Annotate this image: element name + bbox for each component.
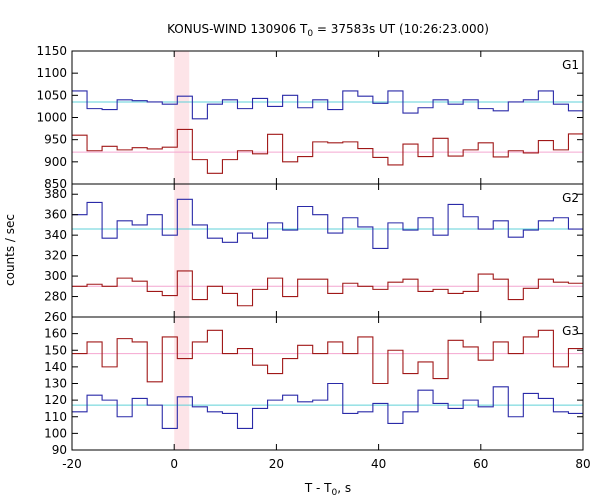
y-tick-label: 850 [44, 177, 67, 191]
y-tick-label: 130 [44, 377, 67, 391]
plot-layer: 8509009501000105011001150G12602803003203… [36, 44, 590, 471]
x-axis-label-main: T - T [304, 481, 332, 495]
panel-label-g1: G1 [562, 58, 579, 72]
panel-label-g3: G3 [562, 324, 579, 338]
y-tick-label: 120 [44, 393, 67, 407]
y-tick-label: 100 [44, 426, 67, 440]
y-tick-label: 360 [44, 208, 67, 222]
panel-label-g2: G2 [562, 191, 579, 205]
x-axis-label: T - T0, s [304, 481, 351, 498]
y-tick-label: 160 [44, 327, 67, 341]
series-g3-2 [72, 382, 583, 429]
highlight-band [174, 51, 190, 450]
x-tick-label: 40 [371, 457, 386, 471]
y-tick-label: 140 [44, 360, 67, 374]
x-tick-label: 80 [575, 457, 590, 471]
series-g2-2 [72, 270, 583, 307]
y-axis-label: counts / sec [3, 214, 17, 286]
chart-title-subscript: 0 [307, 29, 313, 39]
y-tick-label: 950 [44, 133, 67, 147]
y-tick-label: 300 [44, 269, 67, 283]
panel-g3: 90 100 110 120 130 140 150 160 G3 [44, 316, 584, 457]
y-tick-label: 110 [44, 410, 67, 424]
y-tick-label: 340 [44, 228, 67, 242]
chart-title-rest: = 37583s UT (10:26:23.000) [313, 22, 489, 36]
series-g1-1 [72, 90, 583, 120]
series-g2-1 [72, 198, 583, 250]
x-axis-label-subscript: 0 [332, 488, 338, 498]
series-g3-1 [72, 329, 583, 385]
x-tick-label: -20 [62, 457, 82, 471]
y-tick-label: 260 [44, 310, 67, 324]
chart-title-main: KONUS-WIND 130906 T [167, 22, 308, 36]
y-tick-label: 900 [44, 155, 67, 169]
y-tick-label: 280 [44, 290, 67, 304]
x-tick-label: 0 [170, 457, 178, 471]
panel-g2: 260 280 300 320 340 360 380 G2 [44, 183, 584, 324]
y-tick-label: 380 [44, 187, 67, 201]
x-tick-label: 60 [473, 457, 488, 471]
y-tick-label: 320 [44, 249, 67, 263]
series-g1-2 [72, 128, 583, 174]
y-tick-label: 150 [44, 343, 67, 357]
y-tick-label: 90 [52, 443, 67, 457]
chart-title: KONUS-WIND 130906 T0 = 37583s UT (10:26:… [167, 22, 489, 39]
y-tick-label: 1150 [36, 44, 67, 58]
y-tick-label: 1000 [36, 111, 67, 125]
panel-g1: 850 900 950 1000 1050 1100 1150 G1 [36, 44, 584, 191]
x-axis-label-rest: , s [337, 481, 351, 495]
y-tick-label: 1100 [36, 66, 67, 80]
x-tick-label: 20 [269, 457, 284, 471]
y-tick-label: 1050 [36, 88, 67, 102]
